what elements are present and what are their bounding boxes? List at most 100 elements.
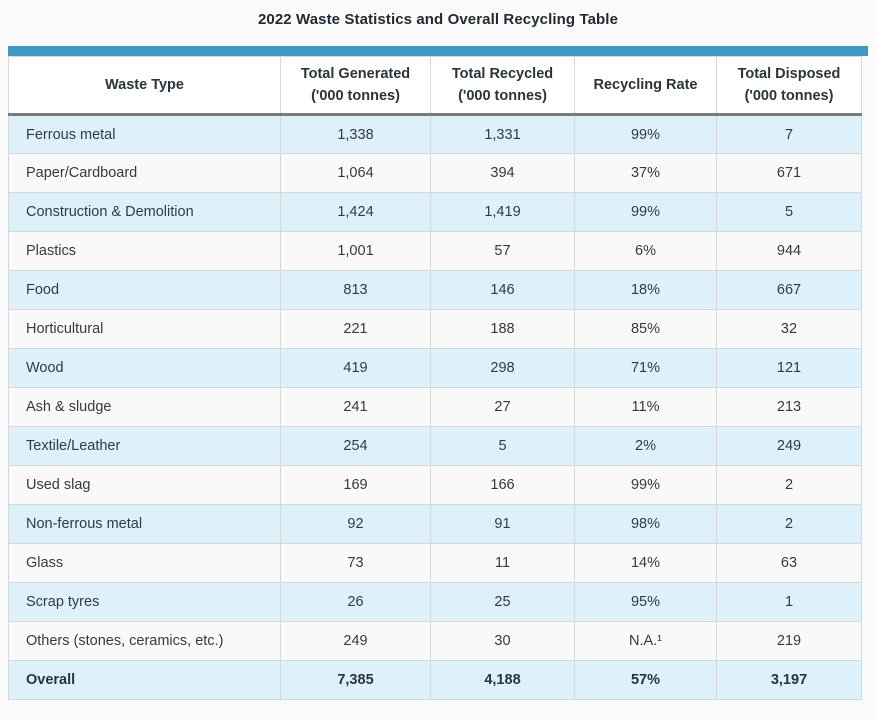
cell-total-disposed: 7 (716, 114, 862, 154)
table-row: Used slag 169 166 99% 2 (8, 465, 862, 505)
cell-total-recycled: 11 (430, 543, 575, 583)
cell-total-recycled: 188 (430, 309, 575, 349)
cell-total-generated: 419 (280, 348, 431, 388)
cell-total-disposed: 219 (716, 621, 862, 661)
cell-waste-type: Non-ferrous metal (8, 504, 281, 544)
table-accent-bar (8, 46, 868, 56)
cell-waste-type: Glass (8, 543, 281, 583)
cell-recycling-rate: 18% (574, 270, 717, 310)
table-row: Horticultural 221 188 85% 32 (8, 309, 862, 349)
cell-total-disposed: 944 (716, 231, 862, 271)
column-header-line1: Total Recycled (451, 65, 554, 82)
cell-recycling-rate: 85% (574, 309, 717, 349)
cell-waste-type: Overall (8, 660, 281, 700)
cell-total-recycled: 394 (430, 153, 575, 193)
column-header-total-disposed: Total Disposed ('000 tonnes) (716, 56, 862, 116)
cell-waste-type: Used slag (8, 465, 281, 505)
table-body: Ferrous metal 1,338 1,331 99% 7 Paper/Cardboa… (8, 114, 862, 700)
cell-waste-type: Ferrous metal (8, 114, 281, 154)
cell-total-recycled: 146 (430, 270, 575, 310)
cell-total-recycled: 166 (430, 465, 575, 505)
waste-statistics-table: Waste Type Total Generated ('000 tonnes)… (8, 56, 862, 700)
column-header-total-generated: Total Generated ('000 tonnes) (280, 56, 431, 116)
page-title: 2022 Waste Statistics and Overall Recycl… (257, 11, 619, 28)
cell-total-disposed: 5 (716, 192, 862, 232)
cell-waste-type: Construction & Demolition (8, 192, 281, 232)
cell-recycling-rate: 99% (574, 192, 717, 232)
table-row: Glass 73 11 14% 63 (8, 543, 862, 583)
header-row: Waste Type Total Generated ('000 tonnes)… (8, 56, 862, 116)
table-row: Plastics 1,001 57 6% 944 (8, 231, 862, 271)
column-header-line2: ('000 tonnes) (458, 88, 547, 104)
cell-total-recycled: 57 (430, 231, 575, 271)
cell-waste-type: Paper/Cardboard (8, 153, 281, 193)
cell-total-generated: 221 (280, 309, 431, 349)
column-header-line1: Total Disposed (737, 65, 841, 82)
cell-total-generated: 169 (280, 465, 431, 505)
waste-statistics-table-wrap: Waste Type Total Generated ('000 tonnes)… (8, 46, 868, 700)
cell-total-recycled: 25 (430, 582, 575, 622)
cell-waste-type: Ash & sludge (8, 387, 281, 427)
cell-total-generated: 1,001 (280, 231, 431, 271)
cell-recycling-rate: 11% (574, 387, 717, 427)
cell-total-disposed: 63 (716, 543, 862, 583)
cell-total-recycled: 5 (430, 426, 575, 466)
cell-waste-type: Textile/Leather (8, 426, 281, 466)
table-row: Construction & Demolition 1,424 1,419 99% 5 (8, 192, 862, 232)
cell-total-disposed: 32 (716, 309, 862, 349)
cell-total-recycled: 4,188 (430, 660, 575, 700)
cell-total-disposed: 667 (716, 270, 862, 310)
cell-total-disposed: 1 (716, 582, 862, 622)
cell-waste-type: Food (8, 270, 281, 310)
cell-total-generated: 254 (280, 426, 431, 466)
cell-waste-type: Others (stones, ceramics, etc.) (8, 621, 281, 661)
table-row: Others (stones, ceramics, etc.) 249 30 N.A.… (8, 621, 862, 661)
cell-total-generated: 1,064 (280, 153, 431, 193)
cell-recycling-rate: 99% (574, 465, 717, 505)
cell-total-generated: 7,385 (280, 660, 431, 700)
cell-total-recycled: 1,331 (430, 114, 575, 154)
cell-total-generated: 249 (280, 621, 431, 661)
cell-total-generated: 73 (280, 543, 431, 583)
cell-total-generated: 1,424 (280, 192, 431, 232)
cell-recycling-rate: 14% (574, 543, 717, 583)
cell-recycling-rate: 95% (574, 582, 717, 622)
table-row: Scrap tyres 26 25 95% 1 (8, 582, 862, 622)
cell-total-generated: 92 (280, 504, 431, 544)
cell-total-disposed: 2 (716, 504, 862, 544)
cell-total-disposed: 121 (716, 348, 862, 388)
cell-recycling-rate: 98% (574, 504, 717, 544)
cell-recycling-rate: 6% (574, 231, 717, 271)
cell-recycling-rate: 57% (574, 660, 717, 700)
overall-row: Overall 7,385 4,188 57% 3,197 (8, 660, 862, 700)
table-row: Wood 419 298 71% 121 (8, 348, 862, 388)
cell-total-generated: 241 (280, 387, 431, 427)
table-row: Food 813 146 18% 667 (8, 270, 862, 310)
column-header-line2: ('000 tonnes) (311, 88, 400, 104)
cell-waste-type: Wood (8, 348, 281, 388)
cell-recycling-rate: 2% (574, 426, 717, 466)
cell-total-disposed: 671 (716, 153, 862, 193)
cell-recycling-rate: N.A.¹ (574, 621, 717, 661)
cell-total-generated: 26 (280, 582, 431, 622)
cell-total-recycled: 91 (430, 504, 575, 544)
column-header-waste-type: Waste Type (8, 56, 281, 116)
column-header-line1: Recycling Rate (593, 76, 698, 93)
cell-waste-type: Scrap tyres (8, 582, 281, 622)
column-header-total-recycled: Total Recycled ('000 tonnes) (430, 56, 575, 116)
table-row: Textile/Leather 254 5 2% 249 (8, 426, 862, 466)
table-row: Non-ferrous metal 92 91 98% 2 (8, 504, 862, 544)
cell-recycling-rate: 37% (574, 153, 717, 193)
cell-recycling-rate: 99% (574, 114, 717, 154)
table-row: Ash & sludge 241 27 11% 213 (8, 387, 862, 427)
cell-total-recycled: 27 (430, 387, 575, 427)
table-header: Waste Type Total Generated ('000 tonnes)… (8, 56, 862, 116)
cell-total-recycled: 1,419 (430, 192, 575, 232)
cell-total-recycled: 30 (430, 621, 575, 661)
column-header-line1: Waste Type (105, 76, 184, 93)
cell-recycling-rate: 71% (574, 348, 717, 388)
cell-total-generated: 813 (280, 270, 431, 310)
cell-total-disposed: 249 (716, 426, 862, 466)
cell-total-disposed: 2 (716, 465, 862, 505)
table-row: Ferrous metal 1,338 1,331 99% 7 (8, 114, 862, 154)
